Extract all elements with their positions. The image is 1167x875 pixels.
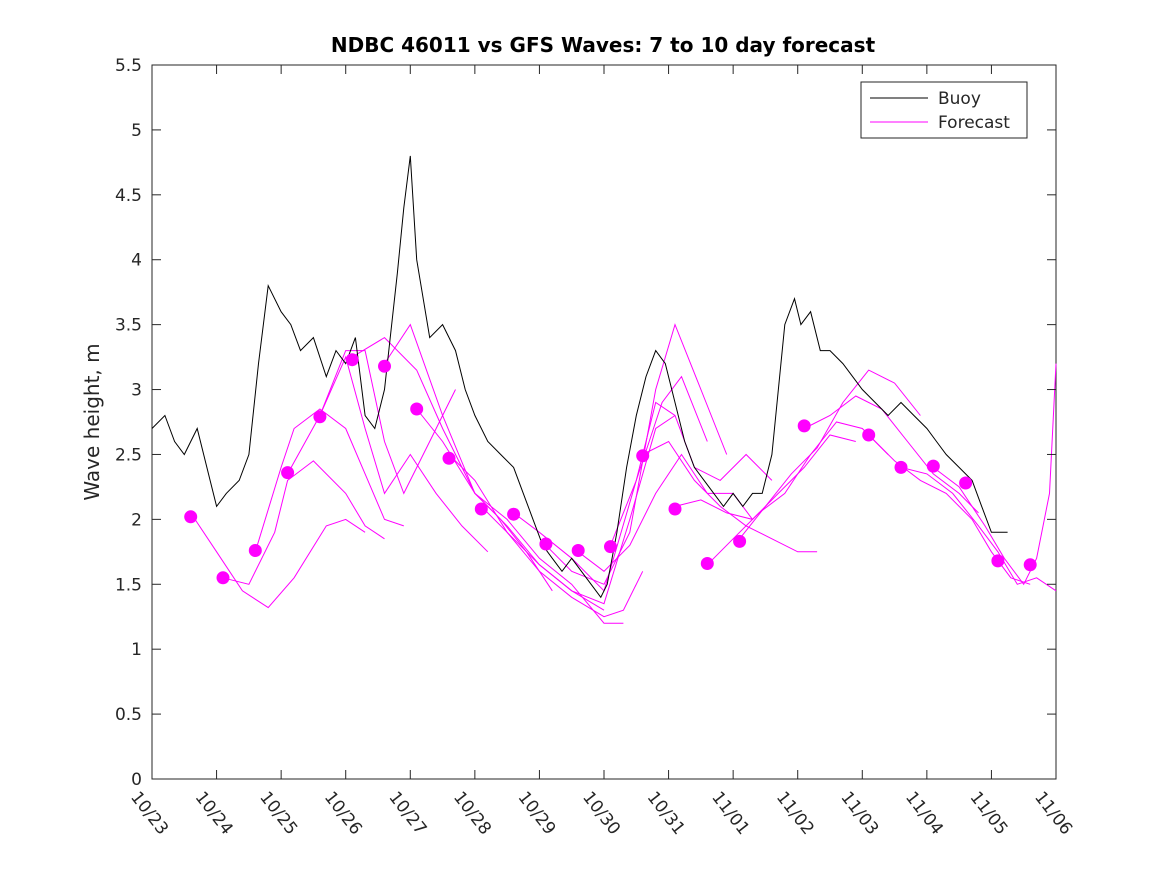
y-tick-label: 3.5 [115, 316, 142, 336]
y-tick-label: 2 [131, 510, 142, 530]
y-tick-label: 1 [131, 640, 142, 660]
forecast-marker-14 [604, 540, 617, 554]
y-axis-label: Wave height, m [80, 343, 104, 500]
forecast-marker-2 [216, 571, 230, 585]
y-tick-label: 5.5 [115, 56, 142, 76]
forecast-line-17 [706, 421, 889, 566]
y-tick-label: 5 [131, 121, 142, 141]
forecast-line-2 [222, 460, 385, 585]
forecast-marker-10 [474, 502, 488, 516]
forecast-marker-15 [636, 449, 650, 463]
forecast-line-9 [448, 454, 644, 618]
forecast-marker-16 [668, 502, 682, 516]
forecast-line-10 [480, 415, 676, 605]
forecast-line-3 [254, 408, 404, 552]
y-tick-label: 4.5 [115, 186, 142, 206]
y-tick-label: 1.5 [115, 575, 142, 595]
forecast-marker-22 [926, 459, 940, 473]
forecast-line-5 [319, 355, 489, 553]
forecast-marker-20 [862, 428, 876, 442]
y-tick-label: 4 [131, 251, 142, 271]
y-tick-label: 0 [131, 770, 142, 790]
forecast-marker-24 [991, 554, 1005, 568]
forecast-line-19 [803, 395, 979, 514]
forecast-line-15 [642, 440, 818, 553]
forecast-line-11 [513, 375, 708, 592]
buoy-line-group [151, 155, 1008, 599]
forecast-line-1 [190, 512, 366, 609]
forecast-marker-17 [700, 557, 714, 570]
forecast-markers [184, 353, 1037, 585]
forecast-marker-23 [959, 476, 973, 490]
forecast-marker-9 [442, 451, 456, 465]
forecast-line-22 [932, 363, 1057, 586]
forecast-marker-11 [507, 507, 521, 521]
forecast-marker-1 [184, 510, 198, 524]
forecast-marker-5 [313, 410, 327, 424]
legend-forecast-label: Forecast [938, 113, 1010, 133]
y-tick-label: 2.5 [115, 445, 142, 465]
forecast-marker-4 [281, 466, 295, 480]
legend-buoy-label: Buoy [938, 89, 981, 109]
forecast-marker-12 [539, 537, 553, 551]
forecast-marker-18 [733, 534, 747, 548]
legend-box [860, 81, 1028, 139]
y-tick-label: 0.5 [115, 705, 142, 725]
legend: Buoy Forecast [860, 81, 1028, 139]
forecast-marker-7 [378, 359, 391, 373]
buoy-line [151, 155, 1008, 599]
forecast-line-21 [900, 466, 1057, 592]
forecast-marker-21 [894, 460, 908, 474]
forecast-line-13 [577, 453, 753, 572]
forecast-marker-6 [345, 353, 359, 367]
forecast-line-8 [416, 408, 624, 624]
forecast-line-18 [739, 369, 921, 540]
y-tick-label: 3 [131, 381, 142, 401]
chart-title: NDBC 46011 vs GFS Waves: 7 to 10 day for… [331, 33, 876, 57]
forecast-marker-8 [410, 402, 424, 416]
forecast-marker-19 [797, 419, 811, 433]
forecast-marker-3 [248, 544, 262, 557]
forecast-marker-25 [1023, 558, 1037, 572]
forecast-marker-13 [571, 544, 585, 557]
